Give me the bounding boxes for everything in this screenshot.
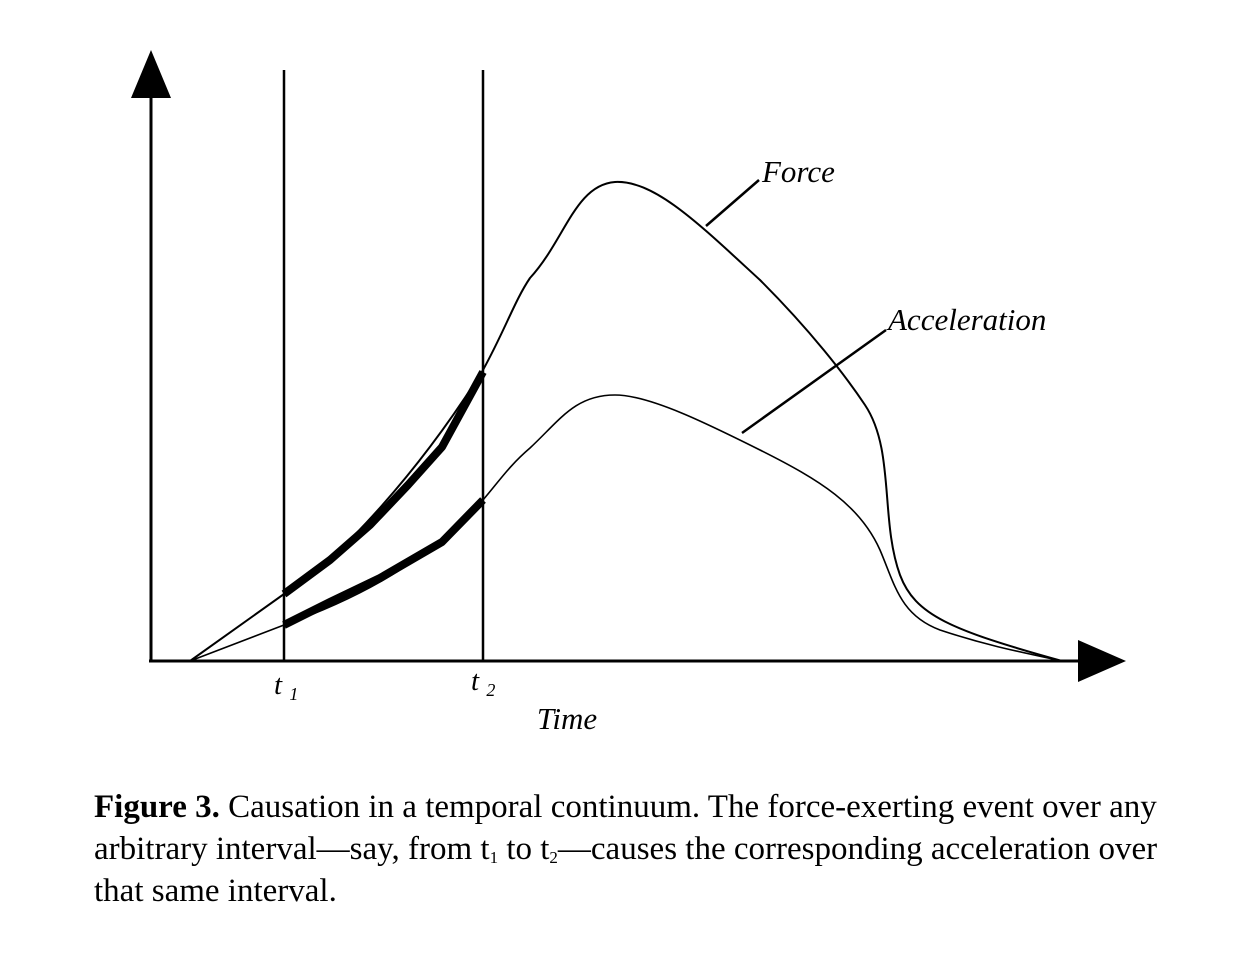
caption-text-1: Causation in a temporal continuum. The f… <box>94 789 1157 867</box>
t2-label-base: t <box>471 665 480 697</box>
force-leader-line <box>705 179 760 227</box>
caption-figure-label: Figure 3. <box>94 789 220 825</box>
acceleration-leader-line <box>741 328 887 435</box>
caption-text-3: —causes the corresponding acceleration o… <box>94 831 1158 909</box>
causation-diagram: Force Acceleration t 1 t 2 Time <box>131 50 1126 736</box>
figure-caption: Figure 3. Causation in a temporal contin… <box>94 786 1174 912</box>
t2-label: t 2 <box>471 665 495 700</box>
force-curve <box>189 180 1063 662</box>
caption-sub-1: 1 <box>489 848 499 867</box>
force-label: Force <box>761 154 835 189</box>
t1-label-base: t <box>274 669 283 701</box>
y-axis-arrowhead <box>131 50 171 98</box>
t2-label-sub: 2 <box>486 680 495 700</box>
t1-label: t 1 <box>274 669 298 704</box>
x-axis-label: Time <box>537 701 598 736</box>
caption-text-2: to t <box>498 831 550 867</box>
acceleration-interval-highlight <box>282 497 486 629</box>
t1-label-sub: 1 <box>289 684 298 704</box>
caption-sub-2: 2 <box>549 848 558 867</box>
force-interval-highlight <box>281 370 487 598</box>
x-axis-arrowhead <box>1078 640 1126 682</box>
acceleration-curve <box>189 394 1063 662</box>
acceleration-label: Acceleration <box>886 302 1046 337</box>
